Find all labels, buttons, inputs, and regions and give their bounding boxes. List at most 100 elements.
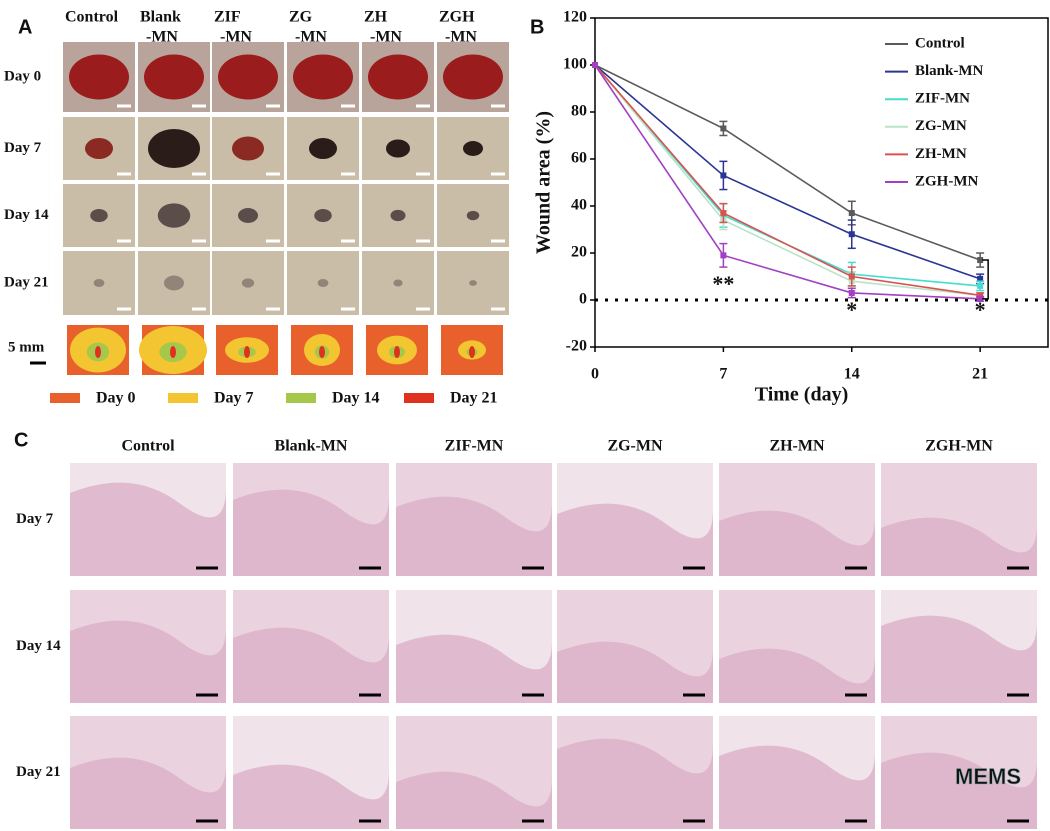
tissue-region bbox=[881, 752, 1037, 829]
tissue-region bbox=[233, 627, 389, 703]
y-tick-label: 100 bbox=[563, 56, 587, 73]
legend-label: Control bbox=[915, 35, 965, 51]
tissue-region bbox=[70, 620, 226, 703]
y-tick-label: 40 bbox=[571, 197, 587, 214]
series-line bbox=[594, 64, 981, 297]
x-tick-label: 7 bbox=[719, 366, 727, 383]
tissue-region bbox=[70, 757, 226, 829]
wound bbox=[393, 279, 403, 287]
y-axis-label: Wound area (%) bbox=[533, 111, 555, 254]
column-header: ZGH-MN bbox=[925, 438, 993, 455]
wound bbox=[157, 203, 191, 228]
tissue-region bbox=[557, 738, 713, 829]
wound-map-area bbox=[244, 346, 250, 358]
column-header: Blank bbox=[140, 9, 181, 26]
column-header: ZG bbox=[289, 9, 313, 26]
series-line bbox=[594, 64, 981, 300]
y-tick-label: 20 bbox=[571, 244, 587, 261]
wound bbox=[164, 275, 184, 291]
legend-label: Day 14 bbox=[332, 390, 380, 407]
series-line bbox=[594, 64, 981, 297]
error-bar bbox=[976, 280, 985, 292]
x-axis-label: Time (day) bbox=[755, 384, 849, 406]
legend-label: Blank-MN bbox=[915, 63, 984, 79]
wound bbox=[314, 208, 332, 223]
wound bbox=[93, 278, 105, 288]
scale-label: 5 mm bbox=[8, 339, 45, 355]
row-label: Day 7 bbox=[4, 140, 42, 156]
significance-mark: ** bbox=[712, 271, 734, 296]
y-tick-label: 0 bbox=[579, 291, 587, 308]
significance-mark: * bbox=[975, 297, 986, 322]
significance-mark: * bbox=[846, 297, 857, 322]
x-tick-label: 14 bbox=[844, 366, 860, 383]
tissue-region bbox=[881, 517, 1037, 576]
wound bbox=[232, 136, 264, 161]
column-header: Control bbox=[121, 438, 175, 455]
plot-frame bbox=[594, 17, 1049, 348]
significance-bracket bbox=[982, 259, 989, 300]
legend-swatch bbox=[50, 393, 80, 403]
tissue-region bbox=[233, 764, 389, 829]
wound-map-area bbox=[170, 346, 176, 358]
legend-label: ZGH-MN bbox=[915, 173, 978, 189]
column-header: ZH bbox=[364, 9, 388, 26]
error-bar bbox=[847, 287, 856, 299]
tissue-region bbox=[396, 496, 552, 576]
panel-label: A bbox=[18, 16, 32, 38]
legend-label: ZIF-MN bbox=[915, 91, 970, 107]
legend-swatch bbox=[168, 393, 198, 403]
tissue-region bbox=[396, 634, 552, 703]
wound bbox=[390, 209, 406, 222]
wound bbox=[144, 54, 204, 100]
tissue-region bbox=[719, 510, 875, 576]
y-tick-label: 120 bbox=[563, 9, 587, 26]
column-header: ZGH bbox=[439, 9, 475, 26]
series-line bbox=[594, 64, 981, 280]
wound-map-area bbox=[469, 346, 475, 358]
column-header: -MN bbox=[295, 29, 327, 46]
legend-label: ZH-MN bbox=[915, 146, 967, 162]
legend-label: Day 0 bbox=[96, 390, 136, 407]
legend-swatch bbox=[404, 393, 434, 403]
column-header: ZIF-MN bbox=[445, 438, 504, 455]
row-label: Day 21 bbox=[4, 274, 49, 290]
wound bbox=[443, 54, 503, 100]
column-header: Blank-MN bbox=[275, 438, 348, 455]
wound bbox=[368, 54, 428, 100]
wound bbox=[309, 138, 337, 159]
wound bbox=[85, 138, 113, 159]
error-bar bbox=[719, 242, 728, 268]
error-bar bbox=[976, 252, 985, 268]
panel-label: C bbox=[14, 429, 28, 451]
legend-swatch bbox=[286, 393, 316, 403]
error-bar bbox=[719, 120, 728, 137]
column-header: -MN bbox=[220, 29, 252, 46]
wound bbox=[69, 54, 129, 100]
wound bbox=[218, 54, 278, 100]
legend-label: Day 7 bbox=[214, 390, 254, 407]
wound bbox=[466, 210, 480, 221]
y-tick-label: 60 bbox=[571, 150, 587, 167]
wound bbox=[241, 278, 255, 288]
x-tick-label: 21 bbox=[972, 366, 988, 383]
row-label: Day 0 bbox=[4, 68, 41, 84]
wound-map-area bbox=[394, 346, 400, 358]
column-header: ZG-MN bbox=[607, 438, 663, 455]
column-header: ZIF bbox=[214, 9, 241, 26]
error-bar bbox=[976, 295, 985, 302]
legend-label: ZG-MN bbox=[915, 118, 967, 134]
wound bbox=[463, 141, 483, 156]
wound-map-area bbox=[319, 346, 325, 358]
watermark: MEMS bbox=[955, 764, 1021, 789]
tissue-region bbox=[70, 482, 226, 576]
panel-label: B bbox=[530, 16, 544, 38]
column-header: Control bbox=[65, 9, 119, 26]
y-tick-label: 80 bbox=[571, 103, 587, 120]
tissue-region bbox=[719, 648, 875, 703]
wound bbox=[148, 129, 200, 168]
wound bbox=[469, 280, 477, 286]
data-point bbox=[592, 62, 598, 68]
wound bbox=[90, 208, 108, 223]
